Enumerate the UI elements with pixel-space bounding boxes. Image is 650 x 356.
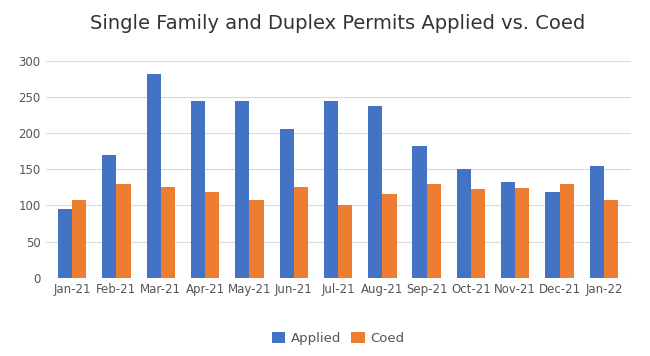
Bar	[191, 101, 205, 278]
Bar	[250, 200, 263, 278]
Bar	[58, 209, 72, 278]
Bar	[426, 184, 441, 278]
Bar	[471, 189, 485, 278]
Bar	[413, 146, 426, 278]
Bar	[146, 74, 161, 278]
Bar	[116, 184, 131, 278]
Bar	[102, 155, 116, 278]
Bar	[368, 106, 382, 278]
Title: Single Family and Duplex Permits Applied vs. Coed: Single Family and Duplex Permits Applied…	[90, 14, 586, 33]
Bar	[560, 184, 574, 278]
Bar	[294, 187, 308, 278]
Bar	[501, 182, 515, 278]
Bar	[515, 188, 530, 278]
Bar	[280, 129, 294, 278]
Legend: Applied, Coed: Applied, Coed	[266, 326, 410, 350]
Bar	[545, 192, 560, 278]
Bar	[338, 205, 352, 278]
Bar	[382, 194, 396, 278]
Bar	[72, 200, 86, 278]
Bar	[205, 192, 219, 278]
Bar	[235, 100, 250, 278]
Bar	[324, 101, 338, 278]
Bar	[604, 200, 618, 278]
Bar	[161, 187, 175, 278]
Bar	[590, 166, 604, 278]
Bar	[457, 168, 471, 278]
